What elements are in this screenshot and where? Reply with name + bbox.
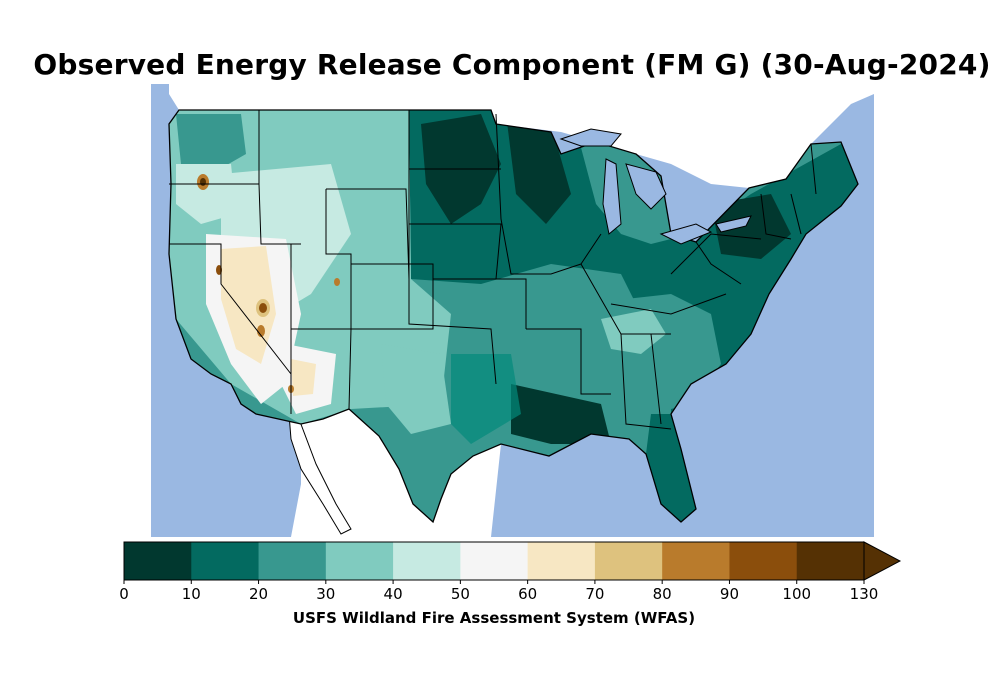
colorbar-segment xyxy=(729,542,798,580)
zone-ny-darkest xyxy=(711,194,791,259)
colorbar-segment xyxy=(325,542,394,580)
hotspot-utah xyxy=(334,278,340,286)
colorbar-tick-label: 40 xyxy=(384,585,403,603)
great-lakes xyxy=(559,128,752,245)
zone-appalachia-light xyxy=(601,309,666,354)
us-coastline xyxy=(168,109,859,524)
colorbar-tick-label: 70 xyxy=(585,585,604,603)
colorbar-tick-label: 20 xyxy=(249,585,268,603)
hotspot-nevada-2 xyxy=(257,325,265,337)
map-title: Observed Energy Release Component (FM G)… xyxy=(33,48,991,81)
colorbar-tick-label: 0 xyxy=(119,585,129,603)
colorbar-segment xyxy=(527,542,596,580)
colorbar-extend-arrow xyxy=(863,541,902,581)
zone-washington-mix xyxy=(176,114,246,174)
zone-texas-dark xyxy=(451,354,521,444)
zone-texas-light xyxy=(381,344,451,434)
state-borders xyxy=(169,110,817,430)
colorbar-tick-label: 130 xyxy=(850,585,879,603)
colorbar-ticks: 0 10 20 30 40 50 60 70 80 90 100 130 xyxy=(119,580,878,603)
colorbar-segment xyxy=(662,542,730,580)
colorbar-segment xyxy=(594,542,663,580)
colorbar-tick-label: 10 xyxy=(182,585,201,603)
colorbar-segments xyxy=(124,542,865,580)
colorbar-segment xyxy=(460,542,529,580)
colorbar-tick-label: 30 xyxy=(316,585,335,603)
baja-california xyxy=(288,413,352,535)
colorbar-segment xyxy=(796,542,865,580)
colorbar-tick-label: 80 xyxy=(653,585,672,603)
colorbar-tick-label: 60 xyxy=(518,585,537,603)
colorbar-segment xyxy=(393,542,461,580)
colorbar-segment xyxy=(191,542,260,580)
mexico-land xyxy=(291,409,501,537)
colorbar: 0 10 20 30 40 50 60 70 80 90 100 130 xyxy=(119,541,902,603)
conus-erc-map xyxy=(151,84,874,537)
zone-gulf-darkest xyxy=(511,384,611,444)
colorbar-segment xyxy=(258,542,327,580)
colorbar-tick-label: 100 xyxy=(782,585,811,603)
colorbar-tick-label: 50 xyxy=(451,585,470,603)
colorbar-segment xyxy=(124,542,192,580)
colorbar-tick-label: 90 xyxy=(720,585,739,603)
zone-arizona-tan xyxy=(291,359,316,396)
zone-oregon-white xyxy=(176,164,236,224)
colorbar-label: USFS Wildland Fire Assessment System (WF… xyxy=(292,609,696,627)
